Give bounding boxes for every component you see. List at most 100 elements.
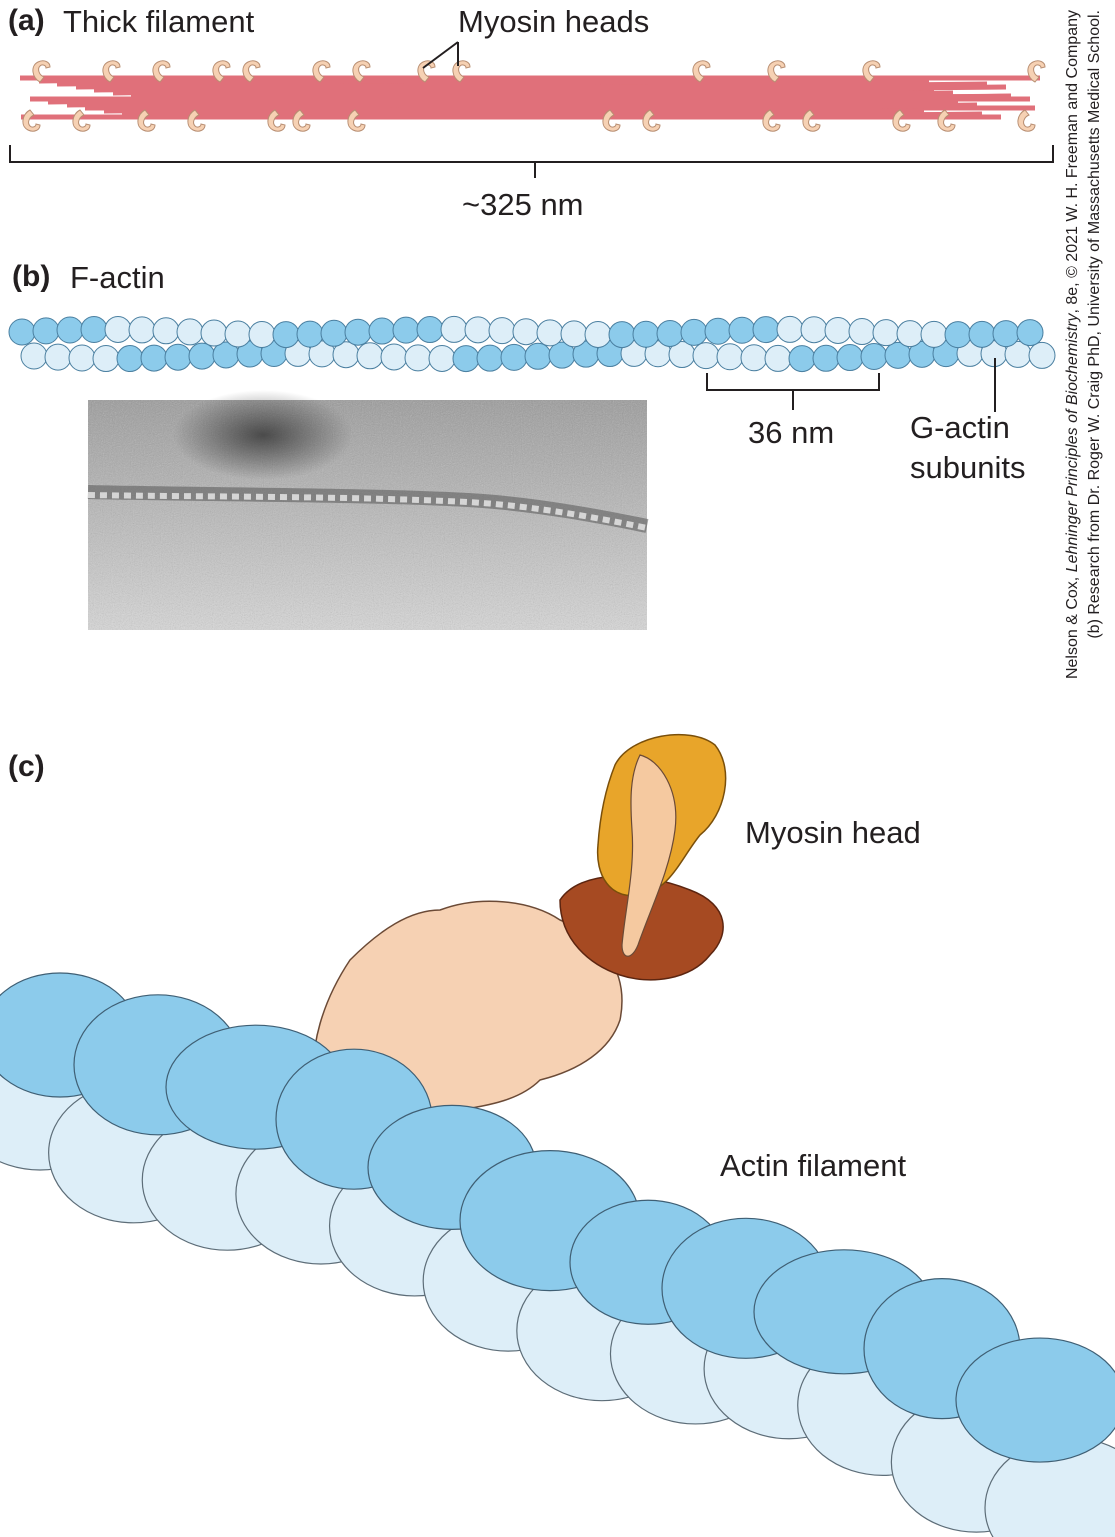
g-actin-subunit xyxy=(608,321,636,349)
g-actin-subunit xyxy=(836,344,864,372)
g-actin-subunit xyxy=(452,345,480,373)
g-actin-subunit xyxy=(476,344,504,372)
myosin-head xyxy=(292,109,311,132)
myosin-head xyxy=(352,60,371,83)
g-actin-subunit xyxy=(944,321,972,349)
g-actin-subunit xyxy=(992,320,1020,348)
myosin-head xyxy=(72,109,91,132)
panel-c-letter: (c) xyxy=(8,750,45,783)
myosin-head xyxy=(802,109,821,132)
filament-rod xyxy=(84,104,1036,112)
g-actin-subunit xyxy=(1016,319,1044,347)
g-actin-subunit xyxy=(764,344,792,372)
subunit-label-line2: subunits xyxy=(910,450,1026,485)
myosin-lever-arm xyxy=(621,754,677,957)
thick-filament-diagram xyxy=(9,41,1054,178)
myosin-head xyxy=(137,109,156,132)
g-actin-subunit xyxy=(116,345,144,373)
g-actin-subunit xyxy=(416,316,444,344)
g-actin-subunit xyxy=(380,343,408,371)
g-actin-subunit xyxy=(812,344,840,372)
g-actin-subunit xyxy=(80,315,108,343)
myosin-head xyxy=(937,109,956,132)
myosin-head xyxy=(1017,109,1036,132)
subunit-label-line1: G-actin xyxy=(910,410,1010,445)
filament-rod xyxy=(29,95,1031,103)
g-actin-subunit xyxy=(68,344,96,372)
credit-line2: (b) Research from Dr. Roger W. Craig PhD… xyxy=(1086,10,1103,639)
g-actin-subunit xyxy=(800,316,828,344)
actin-subunit-blue xyxy=(955,1337,1115,1463)
g-actin-subunit xyxy=(56,316,84,344)
myosin-head xyxy=(602,109,621,132)
myosin-head xyxy=(642,109,661,132)
myosin-head xyxy=(22,109,41,132)
g-actin-subunit xyxy=(896,320,924,348)
actin-beads xyxy=(8,315,1056,373)
panel-a-letter: (a) xyxy=(8,4,45,37)
g-actin-subunit xyxy=(692,342,720,370)
g-actin-subunit xyxy=(824,316,852,344)
myosin-head xyxy=(212,60,231,83)
myosin-head xyxy=(152,60,171,83)
myosin-head xyxy=(267,109,286,132)
g-actin-subunit xyxy=(104,315,132,343)
g-actin-subunit xyxy=(920,320,948,348)
g-actin-subunit xyxy=(464,316,492,344)
myosin-head xyxy=(1027,60,1046,83)
g-actin-subunit xyxy=(740,344,768,372)
myosin-actin-model xyxy=(0,733,1115,1537)
g-actin-subunit xyxy=(176,318,204,346)
g-actin-subunit xyxy=(848,318,876,346)
credit-block: Nelson & Cox, Lehninger Principles of Bi… xyxy=(1062,0,1115,720)
g-actin-subunit xyxy=(584,320,612,348)
g-actin-subunit xyxy=(356,342,384,370)
g-actin-subunit xyxy=(728,316,756,344)
g-actin-subunit xyxy=(776,315,804,343)
myosin-head xyxy=(102,60,121,83)
myosin-head xyxy=(452,60,471,83)
myosin-head xyxy=(862,60,881,83)
g-actin-subunit xyxy=(680,318,708,346)
g-actin-subunit xyxy=(272,321,300,349)
g-actin-subunit xyxy=(968,320,996,348)
g-actin-subunit xyxy=(320,319,348,347)
filament-rod xyxy=(56,80,988,88)
g-actin-subunit xyxy=(224,320,252,348)
g-actin-subunit xyxy=(44,343,72,371)
credit-line1: Nelson & Cox, Lehninger Principles of Bi… xyxy=(1064,10,1081,680)
g-actin-subunit xyxy=(152,317,180,345)
g-actin-subunit xyxy=(188,342,216,370)
g-actin-subunit xyxy=(368,317,396,345)
g-actin-subunit xyxy=(860,342,888,370)
filament-rod xyxy=(112,89,954,97)
g-actin-subunit xyxy=(704,317,732,345)
length-label: ~325 nm xyxy=(462,187,584,222)
filament-rod xyxy=(20,113,1002,121)
period-label: 36 nm xyxy=(748,415,835,450)
myosin-head xyxy=(312,60,331,83)
electron-micrograph xyxy=(87,390,649,630)
g-actin-subunit xyxy=(428,344,456,372)
g-actin-subunit xyxy=(92,345,120,373)
g-actin-subunit xyxy=(560,320,588,348)
g-actin-subunit xyxy=(164,343,192,371)
g-actin-subunit xyxy=(524,342,552,370)
g-actin-subunit xyxy=(500,343,528,371)
length-bracket xyxy=(9,145,1054,178)
g-actin-subunit xyxy=(536,319,564,347)
myosin-head xyxy=(242,60,261,83)
g-actin-subunit xyxy=(140,344,168,372)
panel-b-title: F-actin xyxy=(70,260,165,295)
filament-rod xyxy=(93,86,935,94)
myosin-heads-group xyxy=(22,60,1046,132)
panel-b-letter: (b) xyxy=(12,260,51,293)
myosin-head-label: Myosin head xyxy=(745,815,921,850)
g-actin-subunit xyxy=(344,318,372,346)
g-actin-subunit xyxy=(788,345,816,373)
filament-rods xyxy=(19,74,1041,121)
myosin-head xyxy=(347,109,366,132)
g-actin-subunit xyxy=(488,317,516,345)
myosin-head xyxy=(32,60,51,83)
g-actin-subunit xyxy=(20,342,48,370)
